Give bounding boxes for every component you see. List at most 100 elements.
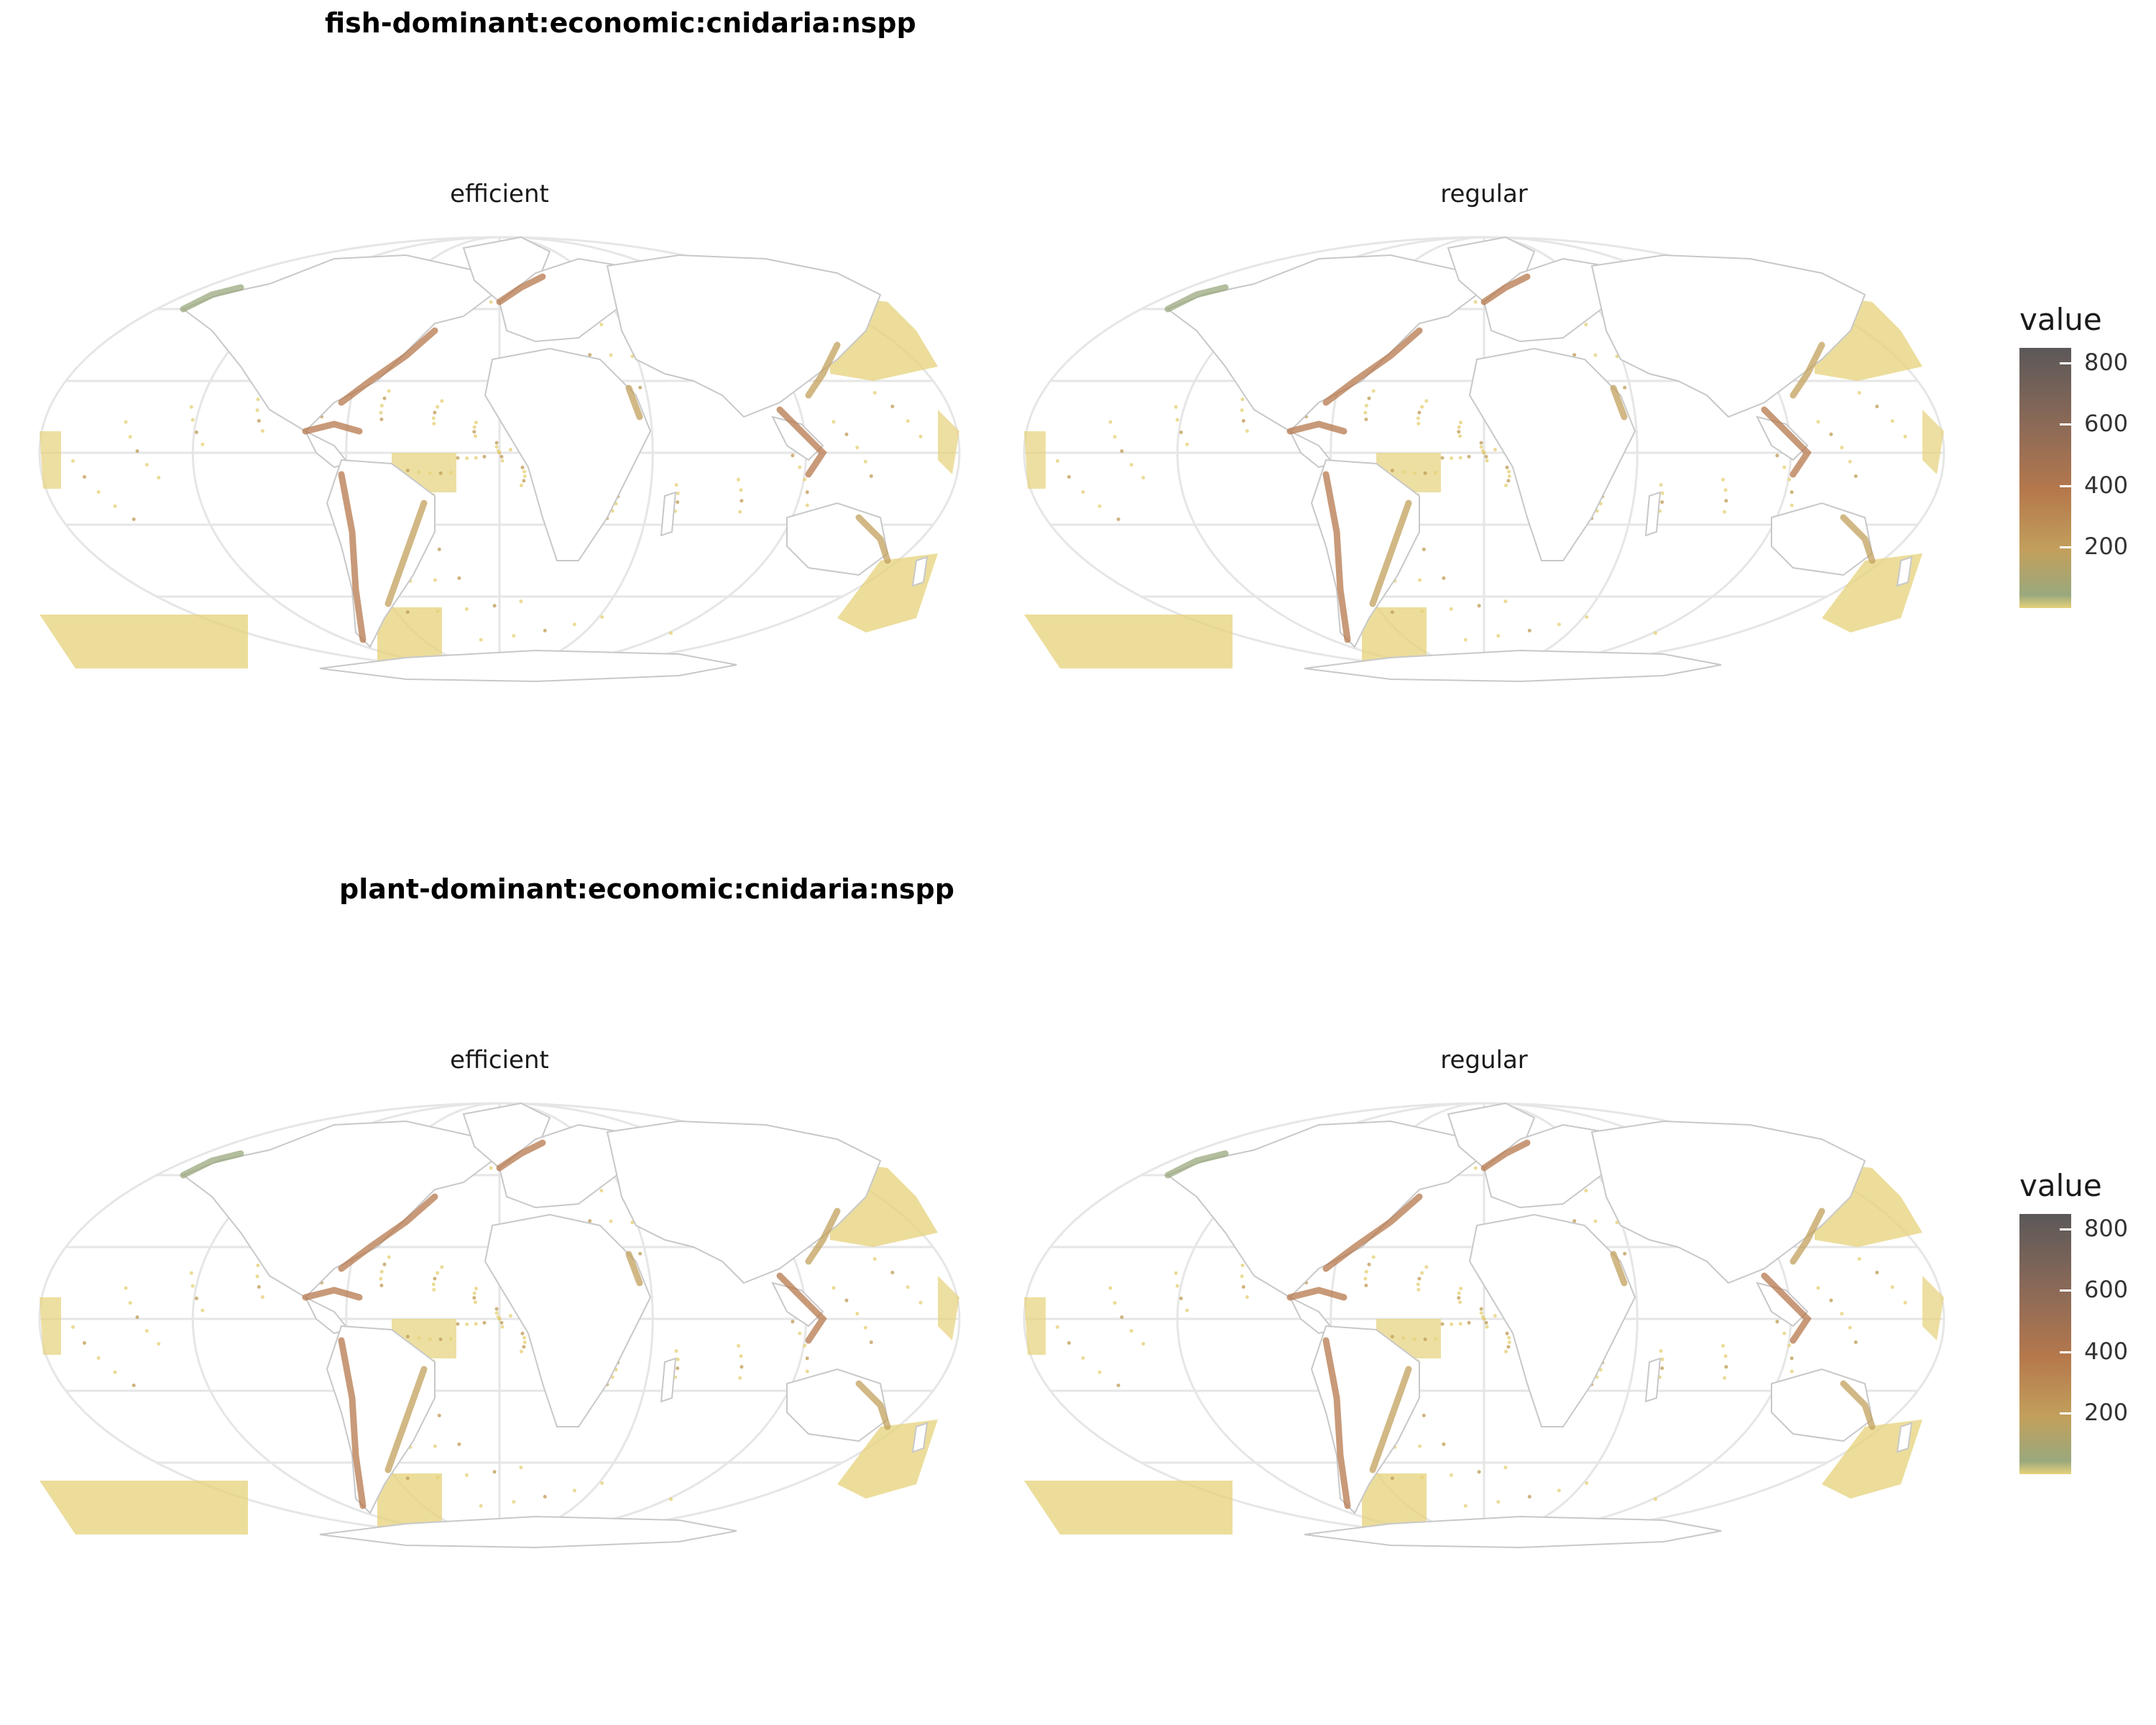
continent-asia [1590,254,1866,418]
island-cell [448,1337,453,1341]
legend-tick [2060,1228,2071,1231]
island-cell [803,477,807,482]
island-cell [872,1257,877,1261]
legend-tick [2060,484,2071,487]
island-cell [1141,476,1146,480]
island-cell [1775,454,1779,458]
continent-north-america [181,1120,494,1299]
coast-gulf-caribbean [302,1287,363,1301]
island-cell [405,469,410,473]
island-cell [1506,1345,1511,1349]
island-cell [522,1340,527,1344]
island-cell [1450,1322,1454,1326]
world-map-efficient [38,1102,961,1549]
island-cell [855,1312,860,1316]
island-cell [508,1314,512,1318]
island-cell [132,518,136,521]
fill-region-indian-west [40,431,61,489]
island-cell [437,547,441,551]
continent-north-america [181,254,494,433]
island-cell [474,456,478,460]
island-cell [497,451,502,455]
island-cell [124,420,128,424]
island-cell [1129,463,1133,467]
legend-tick-label: 200 [2084,532,2129,560]
island-cell [1433,1337,1437,1341]
continent-new-zealand [911,1422,929,1453]
island-cell [803,1343,807,1348]
island-cell [436,609,440,613]
island-cell [1848,459,1852,464]
continent-south-america [326,1325,436,1514]
island-cell [405,1476,410,1481]
island-cell [1371,389,1376,393]
island-cell [543,1494,547,1499]
island-cell [1056,1325,1059,1329]
island-cell [1112,435,1117,439]
island-cell [1585,615,1589,619]
island-cell [1840,1312,1844,1316]
island-cell [1890,419,1894,423]
island-cell [543,628,547,632]
island-cell [1174,405,1178,409]
island-cell [1390,1335,1394,1339]
continent-africa [484,347,652,561]
island-cell [387,1255,391,1259]
island-cell [676,500,680,505]
island-cell [1724,1365,1728,1369]
island-cell [489,1166,493,1170]
coast-north-europe [496,1139,546,1172]
island-cell [791,454,795,458]
island-cell [805,490,809,494]
fill-region-south-atlantic [1362,607,1427,661]
world-map-efficient [38,236,961,683]
coast-southeast-asia [1761,406,1812,478]
world-map-regular [1023,1102,1945,1549]
island-cell [739,1354,743,1358]
island-cell [1724,499,1728,503]
continent-south-america [326,459,436,648]
island-cell [609,1219,613,1223]
island-cell [474,1287,478,1291]
island-cell [379,403,384,408]
island-cell [522,1335,527,1340]
island-cell [737,477,740,482]
island-cell [1903,434,1907,438]
island-cell [609,353,613,357]
island-cell [1659,1349,1663,1353]
island-cell [1482,451,1486,455]
island-cell [520,483,523,487]
coast-east-asia [1789,1208,1825,1265]
island-cell [1390,610,1394,615]
island-cell [1401,470,1406,474]
island-cell [1417,1276,1422,1281]
island-cell [1457,1291,1461,1295]
legend-tick [2060,362,2071,365]
island-cell [428,471,432,475]
island-cell [1240,1264,1245,1268]
continent-south-america [1310,459,1420,648]
island-cell [600,1481,604,1485]
island-cell [1623,385,1627,390]
island-cell [520,465,525,469]
island-cell [863,459,867,464]
coast-gulf-caribbean [302,420,363,435]
island-cell [431,416,436,420]
island-cell [379,1269,384,1274]
island-cell [433,1276,437,1281]
continent-new-zealand [1896,1422,1913,1453]
island-cell [1240,397,1245,402]
coast-alaska [1164,284,1229,313]
island-cell [474,1322,478,1326]
island-cell [890,405,895,408]
island-cell [71,1325,75,1329]
island-cell [201,442,205,446]
island-cell [1459,420,1462,425]
legend-tick-label: 200 [2084,1398,2129,1426]
island-cell [738,510,742,514]
island-cell [1775,1320,1779,1324]
island-cell [1108,420,1112,424]
fill-region-indian-west [1024,1297,1046,1355]
island-cell [1473,1166,1478,1170]
island-cell [1623,1251,1627,1256]
